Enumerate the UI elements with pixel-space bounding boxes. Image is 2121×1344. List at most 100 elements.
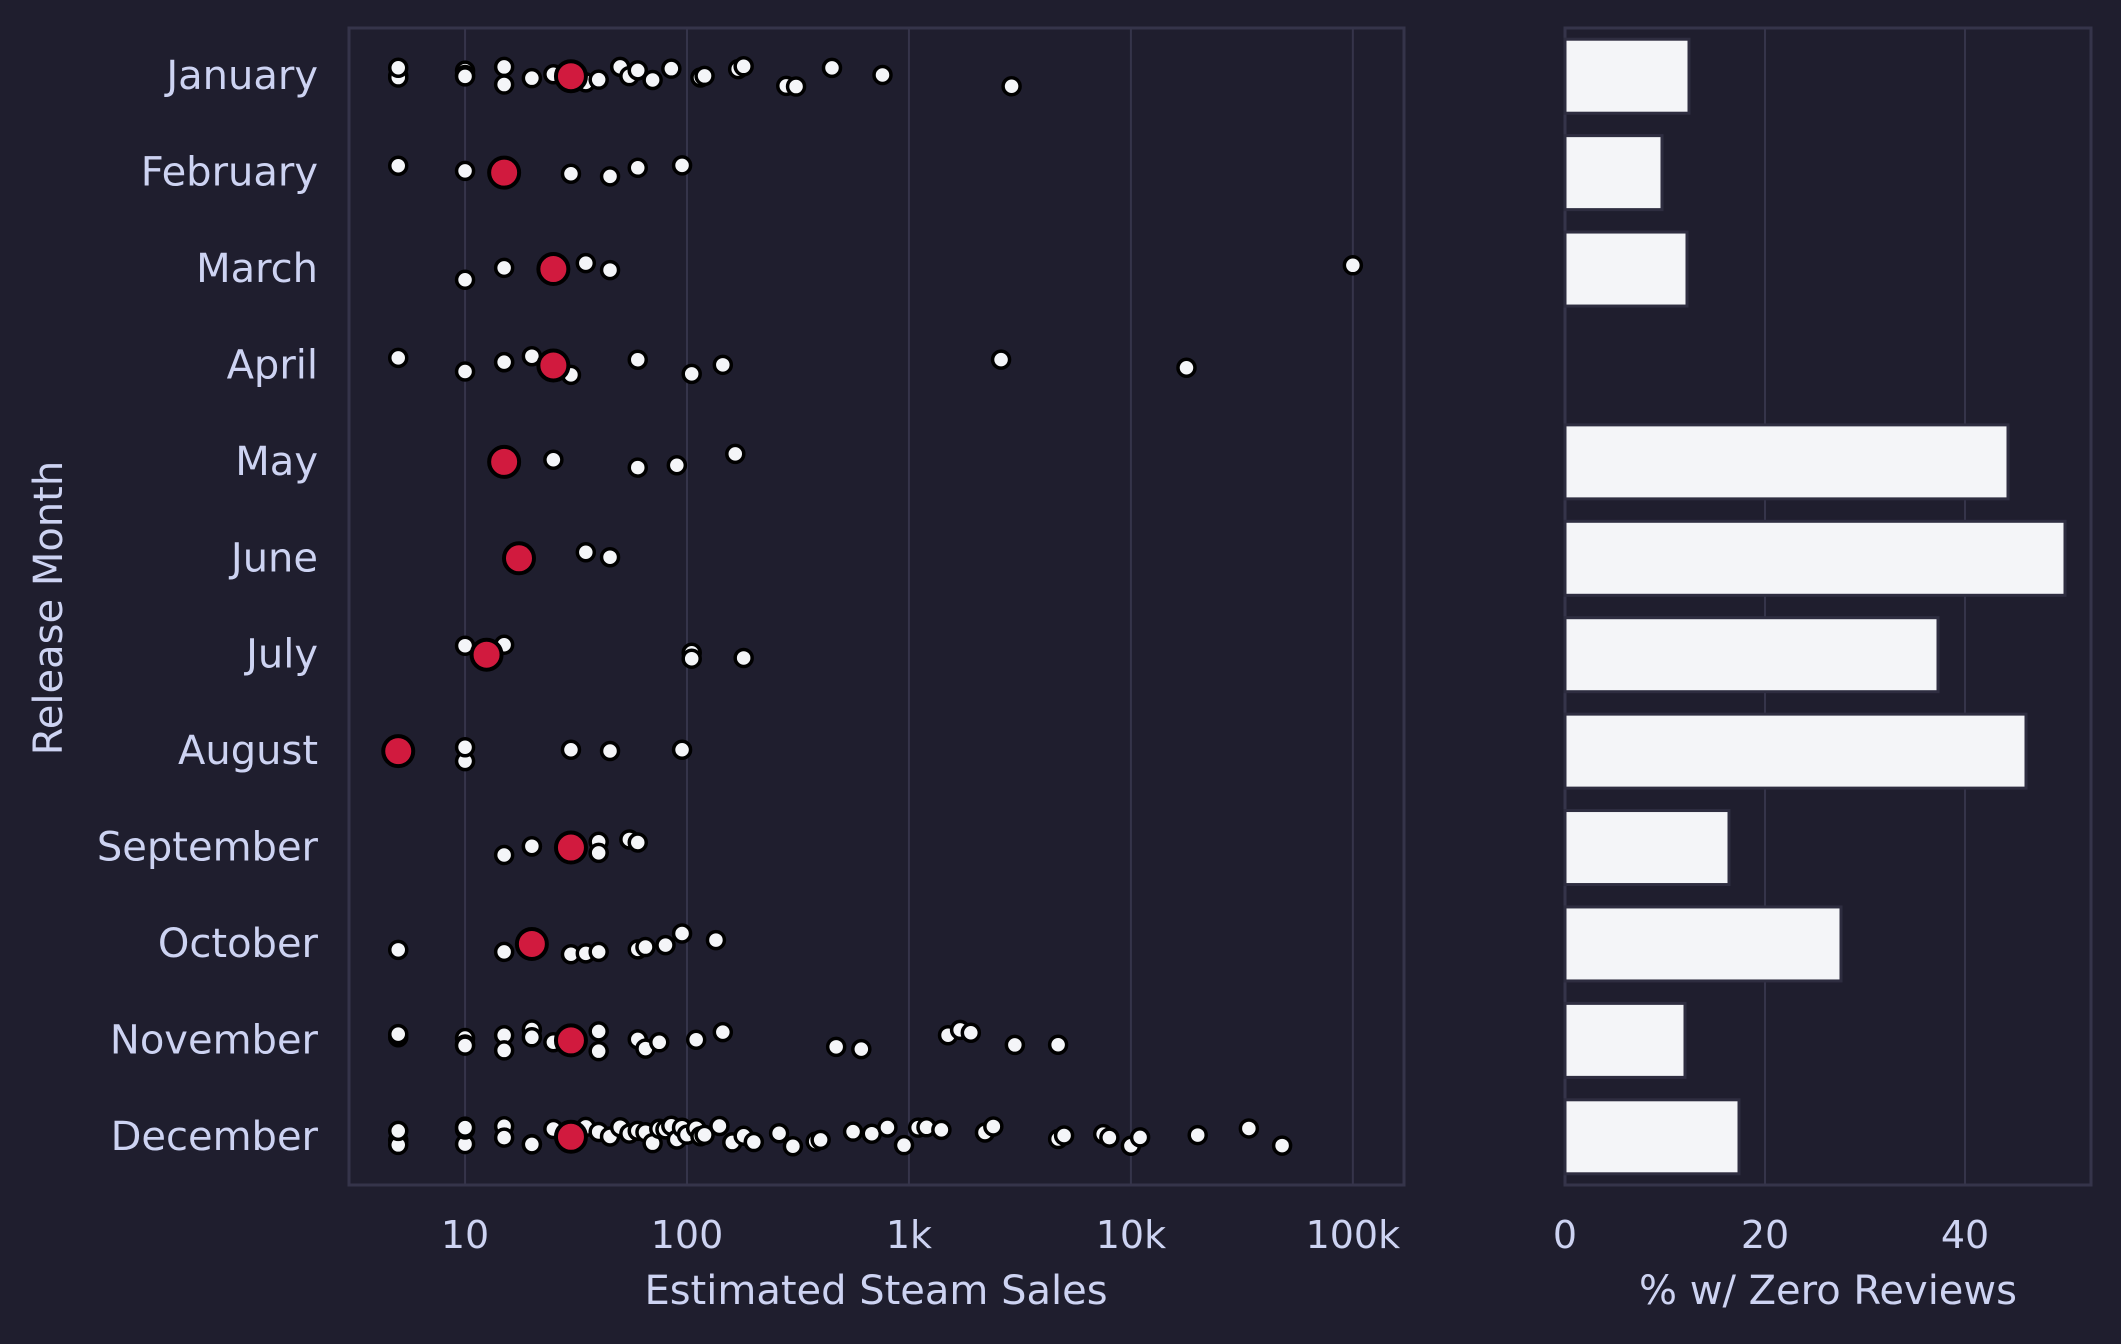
x-tick-labels-right: 0 20 40 — [1553, 1213, 1989, 1257]
data-point — [387, 1120, 409, 1142]
data-point — [387, 939, 409, 961]
data-point — [931, 1119, 952, 1141]
y-tick-label-april: April — [227, 342, 318, 388]
data-point — [454, 160, 476, 182]
data-point — [1342, 255, 1364, 276]
y-tick-label-january: January — [163, 53, 318, 99]
data-point — [588, 941, 609, 963]
data-point — [768, 1122, 790, 1144]
x-tick-label: 10 — [441, 1213, 489, 1257]
y-tick-label-august: August — [178, 728, 318, 774]
data-point — [810, 1129, 831, 1151]
data-point — [521, 1027, 543, 1048]
data-point — [1238, 1118, 1260, 1139]
data-point — [1004, 1034, 1026, 1056]
bar-may — [1563, 423, 2010, 501]
y-axis-label: Release Month — [26, 461, 72, 755]
data-point — [782, 1136, 804, 1157]
data-point — [960, 1022, 982, 1044]
bar-chart-frame — [1563, 26, 2093, 1187]
y-tick-label-december: December — [111, 1114, 319, 1160]
data-point — [1099, 1127, 1120, 1148]
data-point — [1176, 357, 1197, 378]
x-axis-label-right: % w/ Zero Reviews — [1639, 1268, 2017, 1314]
x-tick-label: 10k — [1096, 1213, 1166, 1257]
data-point — [599, 166, 621, 187]
median-marker-may — [487, 444, 522, 479]
median-marker-april — [536, 348, 571, 383]
strip-plot-grid — [464, 28, 1354, 1185]
median-marker-march — [536, 252, 571, 287]
data-point — [712, 1021, 734, 1043]
data-point — [893, 1134, 915, 1156]
data-point — [493, 257, 515, 279]
data-point — [743, 1131, 765, 1153]
data-point — [599, 740, 621, 762]
y-tick-label-june: June — [228, 535, 318, 581]
data-point — [842, 1121, 864, 1142]
x-axis-label-left: Estimated Steam Sales — [644, 1268, 1107, 1314]
median-marker-june — [501, 541, 536, 576]
data-point — [649, 1032, 670, 1053]
data-point — [575, 252, 597, 274]
bar-january — [1563, 37, 1691, 115]
data-point — [588, 69, 609, 90]
data-point — [666, 454, 688, 476]
data-point — [1271, 1135, 1293, 1156]
data-point — [560, 739, 582, 761]
y-tick-labels: January February March April May June July Augu… — [97, 53, 319, 1160]
data-point — [1129, 1127, 1151, 1148]
data-point — [851, 1038, 872, 1060]
data-point — [493, 844, 515, 866]
x-tick-label: 40 — [1941, 1213, 1989, 1257]
data-point — [599, 259, 621, 281]
data-point — [387, 347, 409, 369]
y-tick-label-october: October — [158, 921, 319, 967]
data-point — [521, 67, 543, 89]
data-point — [1053, 1125, 1075, 1146]
x-tick-label: 1k — [886, 1213, 932, 1257]
bar-october — [1563, 905, 1843, 983]
data-point — [575, 541, 597, 563]
data-point — [821, 57, 843, 79]
data-point — [454, 66, 476, 87]
bar-november — [1563, 1001, 1687, 1079]
strip-points — [387, 56, 1364, 1157]
bar-december — [1563, 1098, 1741, 1176]
data-point — [588, 1021, 609, 1042]
y-tick-label-march: March — [196, 246, 318, 292]
data-point — [543, 449, 564, 470]
median-marker-october — [514, 926, 549, 961]
data-point — [1047, 1034, 1069, 1055]
data-point — [681, 648, 702, 669]
data-point — [493, 56, 515, 78]
bars — [1563, 37, 2067, 1176]
data-point — [709, 1115, 730, 1137]
x-tick-label: 20 — [1741, 1213, 1789, 1257]
data-point — [733, 647, 754, 669]
data-point — [493, 1040, 515, 1061]
data-point — [705, 929, 727, 951]
data-point — [493, 74, 515, 95]
x-tick-label: 100 — [651, 1213, 724, 1257]
data-point — [521, 1134, 543, 1155]
data-point — [387, 57, 409, 78]
data-point — [671, 923, 693, 944]
data-point — [825, 1036, 847, 1058]
y-tick-label-july: July — [243, 632, 318, 678]
data-point — [1187, 1124, 1208, 1146]
data-point — [694, 65, 715, 87]
data-point — [990, 349, 1012, 370]
x-tick-label: 100k — [1306, 1213, 1401, 1257]
data-point — [983, 1116, 1004, 1137]
data-point — [454, 361, 476, 382]
median-marker-september — [553, 830, 588, 865]
data-point — [627, 832, 649, 853]
data-point — [588, 1040, 609, 1062]
median-marker-january — [553, 59, 588, 94]
median-marker-february — [487, 155, 522, 190]
data-point — [872, 64, 893, 86]
y-tick-label-september: September — [97, 825, 319, 871]
data-point — [560, 163, 582, 184]
data-point — [785, 76, 807, 97]
